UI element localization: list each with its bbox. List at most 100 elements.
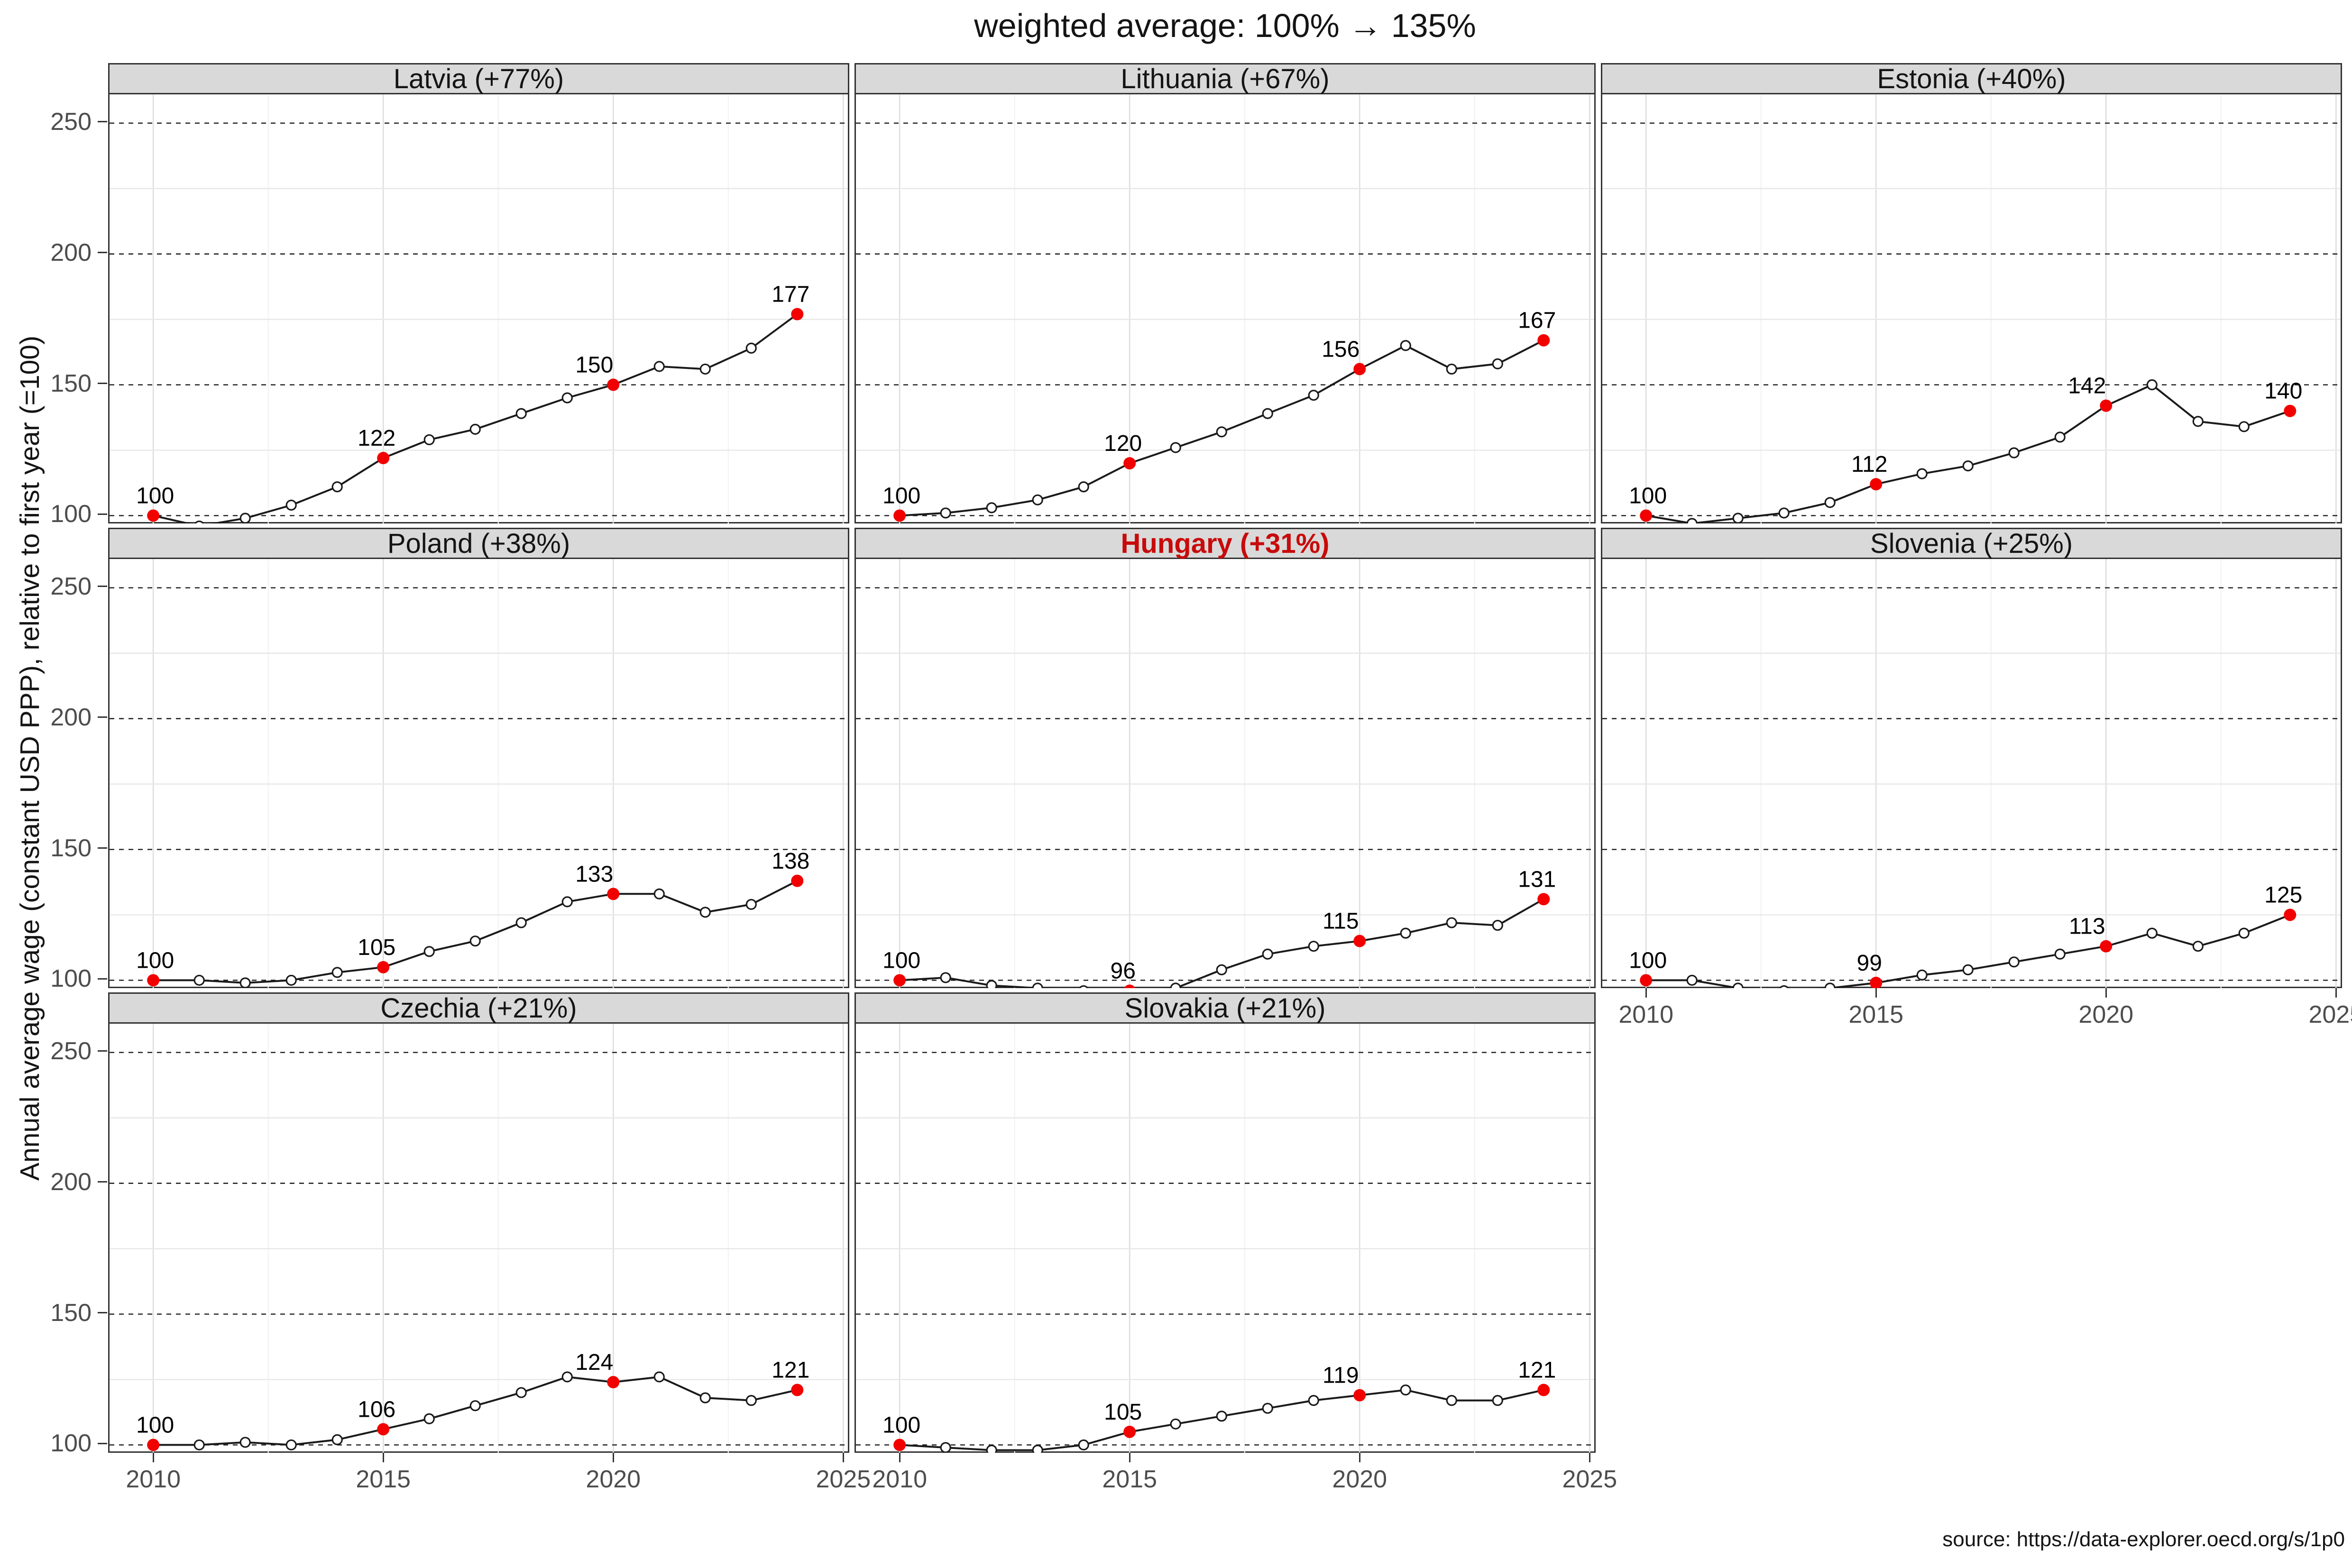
- y-tick-row1-100: [98, 978, 107, 980]
- point-label-slovakia-2010: 100: [882, 1412, 920, 1438]
- facet-panel-lithuania: Lithuania (+67%) 100 120 156 167: [854, 63, 1596, 523]
- facet-panel-czechia: Czechia (+21%) 100 106 124 121: [108, 992, 849, 1453]
- point-label-latvia-2015: 122: [358, 426, 395, 451]
- facet-chart-estonia: 100 112 142 140: [1602, 94, 2341, 523]
- y-tick-label-row1-200: 200: [50, 703, 92, 731]
- x-tick-slovenia-2020: [2105, 988, 2107, 998]
- point-label-slovenia-2020: 113: [2069, 914, 2105, 939]
- y-tick-row2-150: [98, 1312, 107, 1314]
- point-label-hungary-2010: 100: [882, 948, 920, 973]
- facet-panel-slovakia: Slovakia (+21%) 100 105 119 121: [854, 992, 1596, 1453]
- facet-chart-slovakia: 100 105 119 121: [856, 1024, 1594, 1453]
- point-label-poland-2015: 105: [358, 935, 395, 960]
- point-label-estonia-2015: 112: [1851, 452, 1888, 477]
- point-label-hungary-2020: 115: [1323, 909, 1359, 934]
- y-tick-row2-250: [98, 1050, 107, 1052]
- point-label-hungary-2015: 96: [1111, 959, 1136, 984]
- facet-panel-slovenia: Slovenia (+25%) 100 99 113 125: [1601, 528, 2342, 988]
- x-tick-label-czechia-2020: 2020: [586, 1466, 641, 1493]
- facet-panel-poland: Poland (+38%) 100 105 133 138: [108, 528, 849, 988]
- facet-panel-estonia: Estonia (+40%) 100 112 142 140: [1601, 63, 2342, 523]
- facet-chart-poland: 100 105 133 138: [110, 559, 848, 988]
- point-label-slovenia-2015: 99: [1857, 951, 1882, 976]
- point-label-czechia-2010: 100: [136, 1412, 174, 1438]
- facet-title-estonia: Estonia (+40%): [1602, 64, 2341, 94]
- y-tick-label-row2-150: 150: [50, 1299, 92, 1327]
- point-label-czechia-2024: 121: [772, 1358, 809, 1383]
- x-tick-label-slovakia-2015: 2015: [1102, 1466, 1158, 1493]
- y-tick-label-row1-150: 150: [50, 834, 92, 862]
- y-tick-row1-250: [98, 586, 107, 587]
- y-tick-row0-250: [98, 121, 107, 123]
- x-tick-label-slovakia-2020: 2020: [1332, 1466, 1387, 1493]
- x-tick-label-slovakia-2025: 2025: [1562, 1466, 1617, 1493]
- point-label-slovakia-2024: 121: [1518, 1358, 1556, 1383]
- facet-panel-latvia: Latvia (+77%) 100 122 150 177: [108, 63, 849, 523]
- facet-title-slovenia: Slovenia (+25%): [1602, 528, 2341, 559]
- y-tick-label-row1-100: 100: [50, 965, 92, 993]
- facet-title-czechia: Czechia (+21%): [110, 993, 848, 1024]
- facet-title-lithuania: Lithuania (+67%): [856, 64, 1594, 94]
- y-tick-label-row0-250: 250: [50, 108, 92, 136]
- facet-chart-lithuania: 100 120 156 167: [856, 94, 1594, 523]
- x-tick-label-slovenia-2010: 2010: [1618, 1001, 1673, 1028]
- x-tick-czechia-2025: [842, 1453, 844, 1462]
- point-label-poland-2010: 100: [136, 948, 174, 973]
- point-label-slovakia-2020: 119: [1323, 1363, 1359, 1388]
- figure-title: weighted average: 100% → 135%: [974, 7, 1476, 44]
- point-label-latvia-2020: 150: [575, 353, 613, 378]
- y-tick-label-row2-100: 100: [50, 1430, 92, 1458]
- point-label-slovenia-2024: 125: [2264, 882, 2302, 908]
- point-label-hungary-2024: 131: [1518, 867, 1556, 892]
- y-tick-label-row2-250: 250: [50, 1037, 92, 1065]
- point-label-slovakia-2015: 105: [1104, 1400, 1142, 1425]
- x-tick-label-czechia-2010: 2010: [126, 1466, 181, 1493]
- facet-title-poland: Poland (+38%): [110, 528, 848, 559]
- point-label-poland-2020: 133: [575, 862, 613, 887]
- x-tick-label-slovenia-2020: 2020: [2078, 1001, 2134, 1028]
- facet-chart-slovenia: 100 99 113 125: [1602, 559, 2341, 988]
- point-label-poland-2024: 138: [772, 849, 809, 874]
- x-tick-label-czechia-2025: 2025: [816, 1466, 871, 1493]
- y-tick-row2-100: [98, 1442, 107, 1444]
- x-tick-label-slovenia-2025: 2025: [2308, 1001, 2352, 1028]
- x-tick-slovakia-2010: [899, 1453, 900, 1462]
- point-label-lithuania-2010: 100: [882, 483, 920, 508]
- y-tick-row0-200: [98, 252, 107, 254]
- facet-panel-hungary: Hungary (+31%) 100 96 115 131: [854, 528, 1596, 988]
- y-tick-label-row0-100: 100: [50, 500, 92, 528]
- point-label-czechia-2015: 106: [358, 1397, 395, 1422]
- point-label-czechia-2020: 124: [575, 1350, 613, 1375]
- point-label-estonia-2024: 140: [2264, 379, 2302, 404]
- y-tick-row2-200: [98, 1181, 107, 1183]
- x-tick-slovakia-2020: [1359, 1453, 1360, 1462]
- x-tick-czechia-2010: [152, 1453, 154, 1462]
- y-tick-label-row0-200: 200: [50, 238, 92, 266]
- x-tick-label-slovenia-2015: 2015: [1848, 1001, 1904, 1028]
- point-label-latvia-2024: 177: [772, 282, 809, 307]
- point-label-lithuania-2015: 120: [1104, 431, 1142, 456]
- facet-chart-czechia: 100 106 124 121: [110, 1024, 848, 1453]
- point-label-estonia-2010: 100: [1629, 483, 1667, 508]
- x-tick-czechia-2015: [382, 1453, 384, 1462]
- facet-chart-latvia: 100 122 150 177: [110, 94, 848, 523]
- facet-chart-hungary: 100 96 115 131: [856, 559, 1594, 988]
- facet-title-hungary: Hungary (+31%): [856, 528, 1594, 559]
- y-tick-row1-200: [98, 716, 107, 718]
- x-tick-label-slovakia-2010: 2010: [872, 1466, 927, 1493]
- point-label-latvia-2010: 100: [136, 483, 174, 508]
- x-tick-slovakia-2015: [1129, 1453, 1130, 1462]
- x-tick-czechia-2020: [612, 1453, 614, 1462]
- facet-title-latvia: Latvia (+77%): [110, 64, 848, 94]
- y-tick-row0-150: [98, 383, 107, 385]
- y-tick-label-row0-150: 150: [50, 369, 92, 397]
- x-tick-slovenia-2015: [1875, 988, 1877, 998]
- x-tick-slovakia-2025: [1589, 1453, 1590, 1462]
- x-tick-slovenia-2010: [1645, 988, 1647, 998]
- y-tick-row1-150: [98, 847, 107, 849]
- source-caption: source: https://data-explorer.oecd.org/s…: [1942, 1528, 2345, 1551]
- facet-title-slovakia: Slovakia (+21%): [856, 993, 1594, 1024]
- y-tick-row0-100: [98, 513, 107, 515]
- y-tick-label-row1-250: 250: [50, 572, 92, 600]
